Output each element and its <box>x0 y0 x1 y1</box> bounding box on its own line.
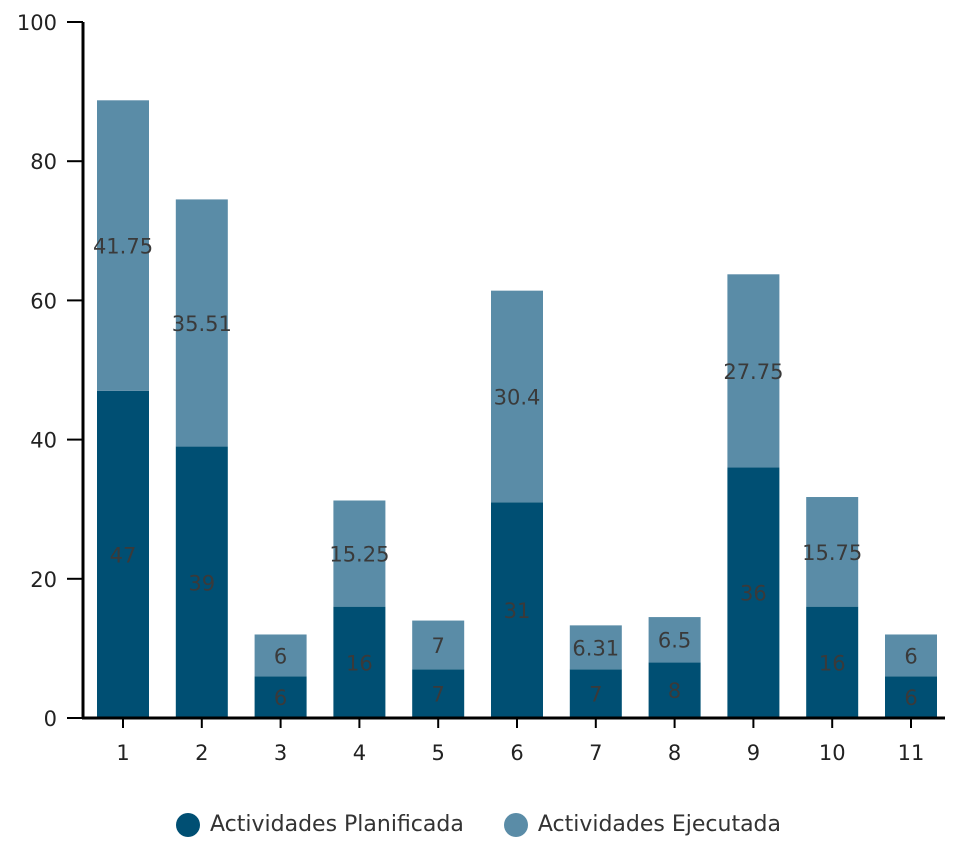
x-tick-label-5: 5 <box>432 741 445 765</box>
value-label-series-2-cat-11: 6 <box>904 644 917 668</box>
x-tick-label-4: 4 <box>353 741 366 765</box>
value-label-series-1-cat-8: 8 <box>668 679 681 703</box>
bar-series-2-cat-4 <box>333 500 386 607</box>
bar-series-2-cat-3 <box>254 634 307 677</box>
x-tick-label-11: 11 <box>898 741 925 765</box>
value-label-series-2-cat-6: 30.4 <box>494 385 541 409</box>
bar-series-1-cat-6 <box>491 502 543 718</box>
y-tick-label-40: 40 <box>30 429 57 453</box>
bar-series-2-cat-10 <box>806 497 859 607</box>
x-tick-label-7: 7 <box>589 741 602 765</box>
value-label-series-1-cat-9: 36 <box>740 582 767 606</box>
bar-series-1-cat-8 <box>648 662 701 718</box>
bar-series-2-cat-1 <box>97 100 149 391</box>
bar-series-1-cat-10 <box>806 606 859 718</box>
bars-layer <box>97 100 937 718</box>
bar-series-2-cat-2 <box>175 199 228 447</box>
value-label-series-2-cat-5: 7 <box>432 634 445 658</box>
bar-series-2-cat-5 <box>412 620 465 670</box>
bar-series-2-cat-11 <box>885 634 937 677</box>
bar-series-1-cat-5 <box>412 669 465 718</box>
bar-series-2-cat-6 <box>491 290 543 503</box>
bar-series-2-cat-9 <box>727 274 780 468</box>
bar-series-2-cat-8 <box>648 617 701 663</box>
y-tick-label-20: 20 <box>30 568 57 592</box>
bar-series-2-cat-7 <box>569 625 622 670</box>
legend-item-ejecutada[interactable]: Actividades Ejecutada <box>503 812 781 837</box>
value-label-series-2-cat-7: 6.31 <box>572 636 619 660</box>
value-label-series-2-cat-1: 41.75 <box>93 235 153 259</box>
y-tick-label-0: 0 <box>44 707 57 731</box>
bar-series-1-cat-2 <box>175 446 228 718</box>
legend-swatch-ejecutada <box>503 812 528 837</box>
x-tick-label-3: 3 <box>274 741 287 765</box>
x-tick-label-6: 6 <box>510 741 523 765</box>
value-label-series-2-cat-4: 15.25 <box>329 543 389 567</box>
x-tick-label-10: 10 <box>819 741 846 765</box>
x-tick-label-1: 1 <box>116 741 129 765</box>
y-tick-label-100: 100 <box>17 11 57 35</box>
legend-label-planificada: Actividades Planificada <box>210 812 464 837</box>
x-tick-label-9: 9 <box>747 741 760 765</box>
bar-series-1-cat-11 <box>885 676 937 718</box>
bar-series-1-cat-9 <box>727 467 780 718</box>
value-label-series-1-cat-2: 39 <box>188 571 215 595</box>
legend: Actividades Planificada Actividades Ejec… <box>0 812 957 837</box>
bar-series-1-cat-3 <box>254 676 307 718</box>
value-label-series-2-cat-2: 35.51 <box>172 312 232 336</box>
value-label-series-2-cat-8: 6.5 <box>658 629 691 653</box>
value-label-series-1-cat-1: 47 <box>110 543 137 567</box>
value-label-series-2-cat-3: 6 <box>274 644 287 668</box>
value-label-series-1-cat-10: 16 <box>819 651 846 675</box>
value-label-series-1-cat-5: 7 <box>432 683 445 707</box>
x-tick-label-2: 2 <box>195 741 208 765</box>
bar-series-1-cat-7 <box>569 669 622 718</box>
y-tick-label-60: 60 <box>30 289 57 313</box>
axes-layer: 1 2 3 4 5 6 7 8 9 10 11 0 20 40 60 80 100 <box>17 11 945 765</box>
value-label-series-1-cat-11: 6 <box>904 686 917 710</box>
value-label-series-1-cat-6: 31 <box>504 599 531 623</box>
bar-series-1-cat-4 <box>333 606 386 718</box>
value-label-series-1-cat-4: 16 <box>346 651 373 675</box>
value-label-series-1-cat-7: 7 <box>589 683 602 707</box>
value-label-series-1-cat-3: 6 <box>274 686 287 710</box>
legend-swatch-planificada <box>176 812 200 837</box>
legend-label-ejecutada: Actividades Ejecutada <box>537 812 781 837</box>
y-tick-label-80: 80 <box>30 150 57 174</box>
value-label-series-2-cat-9: 27.75 <box>723 360 783 384</box>
x-tick-label-8: 8 <box>668 741 681 765</box>
legend-item-planificada[interactable]: Actividades Planificada <box>176 812 464 837</box>
bar-series-1-cat-1 <box>97 390 149 718</box>
value-labels-layer: 47 41.75 39 35.51 6 6 16 15.25 7 7 31 30.4 7 6.31 8 6.5… <box>93 235 918 711</box>
value-label-series-2-cat-10: 15.75 <box>802 541 862 565</box>
